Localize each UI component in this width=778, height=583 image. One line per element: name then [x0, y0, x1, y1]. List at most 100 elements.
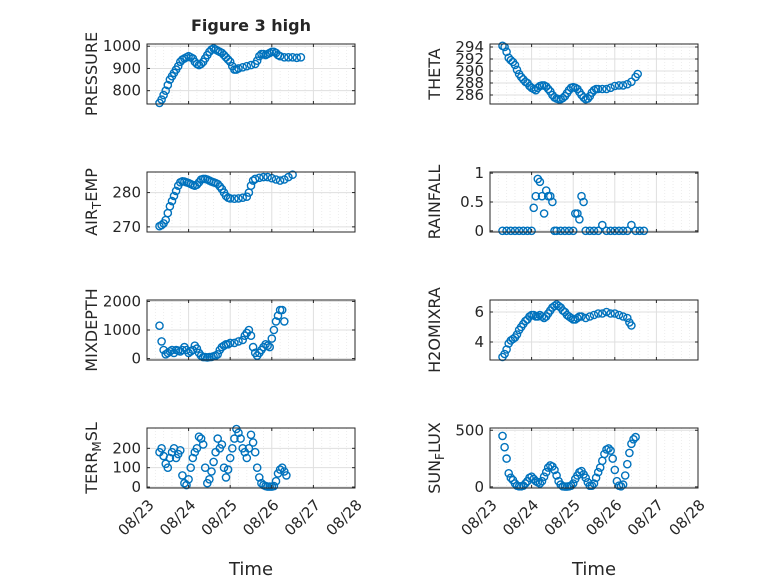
figure-title: Figure 3 high — [191, 16, 311, 35]
data-point — [242, 453, 252, 463]
data-point — [242, 192, 252, 201]
y-tick-label: 0.5 — [460, 193, 484, 211]
data-point — [234, 194, 243, 203]
data-point — [250, 447, 260, 457]
data-point — [157, 443, 166, 453]
data-point — [230, 194, 239, 203]
data-point — [566, 481, 576, 491]
data-point — [623, 226, 632, 236]
y-tick-label: 100 — [112, 459, 141, 477]
series-markers — [498, 174, 649, 236]
data-point — [535, 479, 545, 488]
y-tick-label: 200 — [112, 439, 141, 457]
panel-air_temp: 270 280 AIRTEMP — [82, 168, 356, 236]
data-point — [506, 226, 516, 236]
data-point — [506, 473, 516, 483]
data-point — [275, 51, 285, 61]
y-tick-label: 0 — [474, 222, 484, 240]
data-point — [581, 473, 591, 483]
data-point — [552, 471, 561, 480]
data-point — [556, 226, 566, 236]
data-point — [639, 226, 649, 236]
y-tick-label: 0 — [131, 478, 141, 496]
data-point — [604, 444, 613, 453]
data-point — [248, 438, 258, 447]
gridlines — [489, 44, 699, 104]
data-point — [157, 95, 166, 104]
y-tick-label: 294 — [455, 38, 484, 56]
y-tick-label: 1000 — [103, 37, 141, 55]
y-tick-label: 270 — [112, 218, 141, 236]
data-point — [169, 191, 179, 201]
data-point — [573, 313, 582, 323]
data-point — [618, 81, 628, 90]
data-point — [165, 347, 175, 356]
data-point — [593, 226, 603, 236]
y-axis-label: SUNFLUX — [425, 422, 447, 494]
data-point — [589, 226, 599, 236]
data-point — [627, 220, 636, 230]
panel-h2omixra: 4 6 H2OMIXRA — [425, 287, 699, 373]
data-point — [535, 177, 545, 187]
data-point — [259, 172, 268, 182]
series-markers — [155, 305, 289, 362]
y-axis-label: AIRTEMP — [82, 168, 104, 236]
data-point — [186, 463, 195, 473]
data-point — [250, 174, 260, 184]
tick-marks — [489, 428, 699, 488]
data-point — [598, 309, 607, 318]
data-point — [623, 313, 632, 323]
data-point — [627, 321, 636, 330]
data-point — [213, 434, 222, 443]
data-point — [271, 476, 281, 486]
data-point — [246, 181, 256, 190]
data-point — [610, 226, 620, 236]
data-point — [529, 203, 539, 213]
data-point — [506, 55, 516, 65]
y-tick-label: 1 — [474, 164, 484, 182]
data-point — [498, 431, 507, 441]
data-point — [608, 454, 618, 463]
data-point — [213, 179, 222, 189]
data-point — [242, 61, 252, 71]
data-point — [267, 334, 277, 343]
data-point — [633, 69, 643, 79]
data-point — [275, 176, 285, 185]
data-point — [585, 312, 595, 321]
data-point — [598, 220, 607, 230]
y-axis-label: MIXDEPTH — [82, 288, 101, 371]
data-point — [512, 65, 522, 75]
data-point — [275, 465, 285, 474]
y-tick-label: 4 — [474, 333, 484, 351]
data-point — [614, 226, 624, 236]
data-point — [560, 226, 570, 236]
data-point — [296, 53, 306, 62]
data-point — [539, 209, 549, 218]
data-point — [539, 472, 549, 482]
y-tick-label: 900 — [112, 59, 141, 77]
y-axis-label: PRESSURE — [82, 32, 101, 116]
y-tick-label: 1000 — [103, 321, 141, 339]
data-point — [625, 448, 634, 458]
data-point — [167, 196, 177, 206]
data-point — [182, 480, 191, 490]
data-point — [504, 468, 514, 478]
data-point — [157, 337, 166, 346]
data-point — [238, 193, 247, 202]
data-point — [223, 465, 233, 474]
data-point — [265, 342, 275, 352]
data-point — [593, 467, 603, 477]
data-point — [279, 53, 289, 62]
data-point — [234, 428, 243, 438]
data-point — [198, 440, 208, 449]
data-point — [579, 93, 588, 102]
data-point — [500, 42, 509, 52]
data-point — [236, 434, 245, 443]
data-point — [165, 453, 175, 463]
data-point — [583, 94, 593, 103]
y-tick-label: 0 — [131, 350, 141, 368]
data-point — [564, 226, 574, 236]
data-point — [188, 453, 198, 463]
axes-box — [489, 43, 699, 105]
